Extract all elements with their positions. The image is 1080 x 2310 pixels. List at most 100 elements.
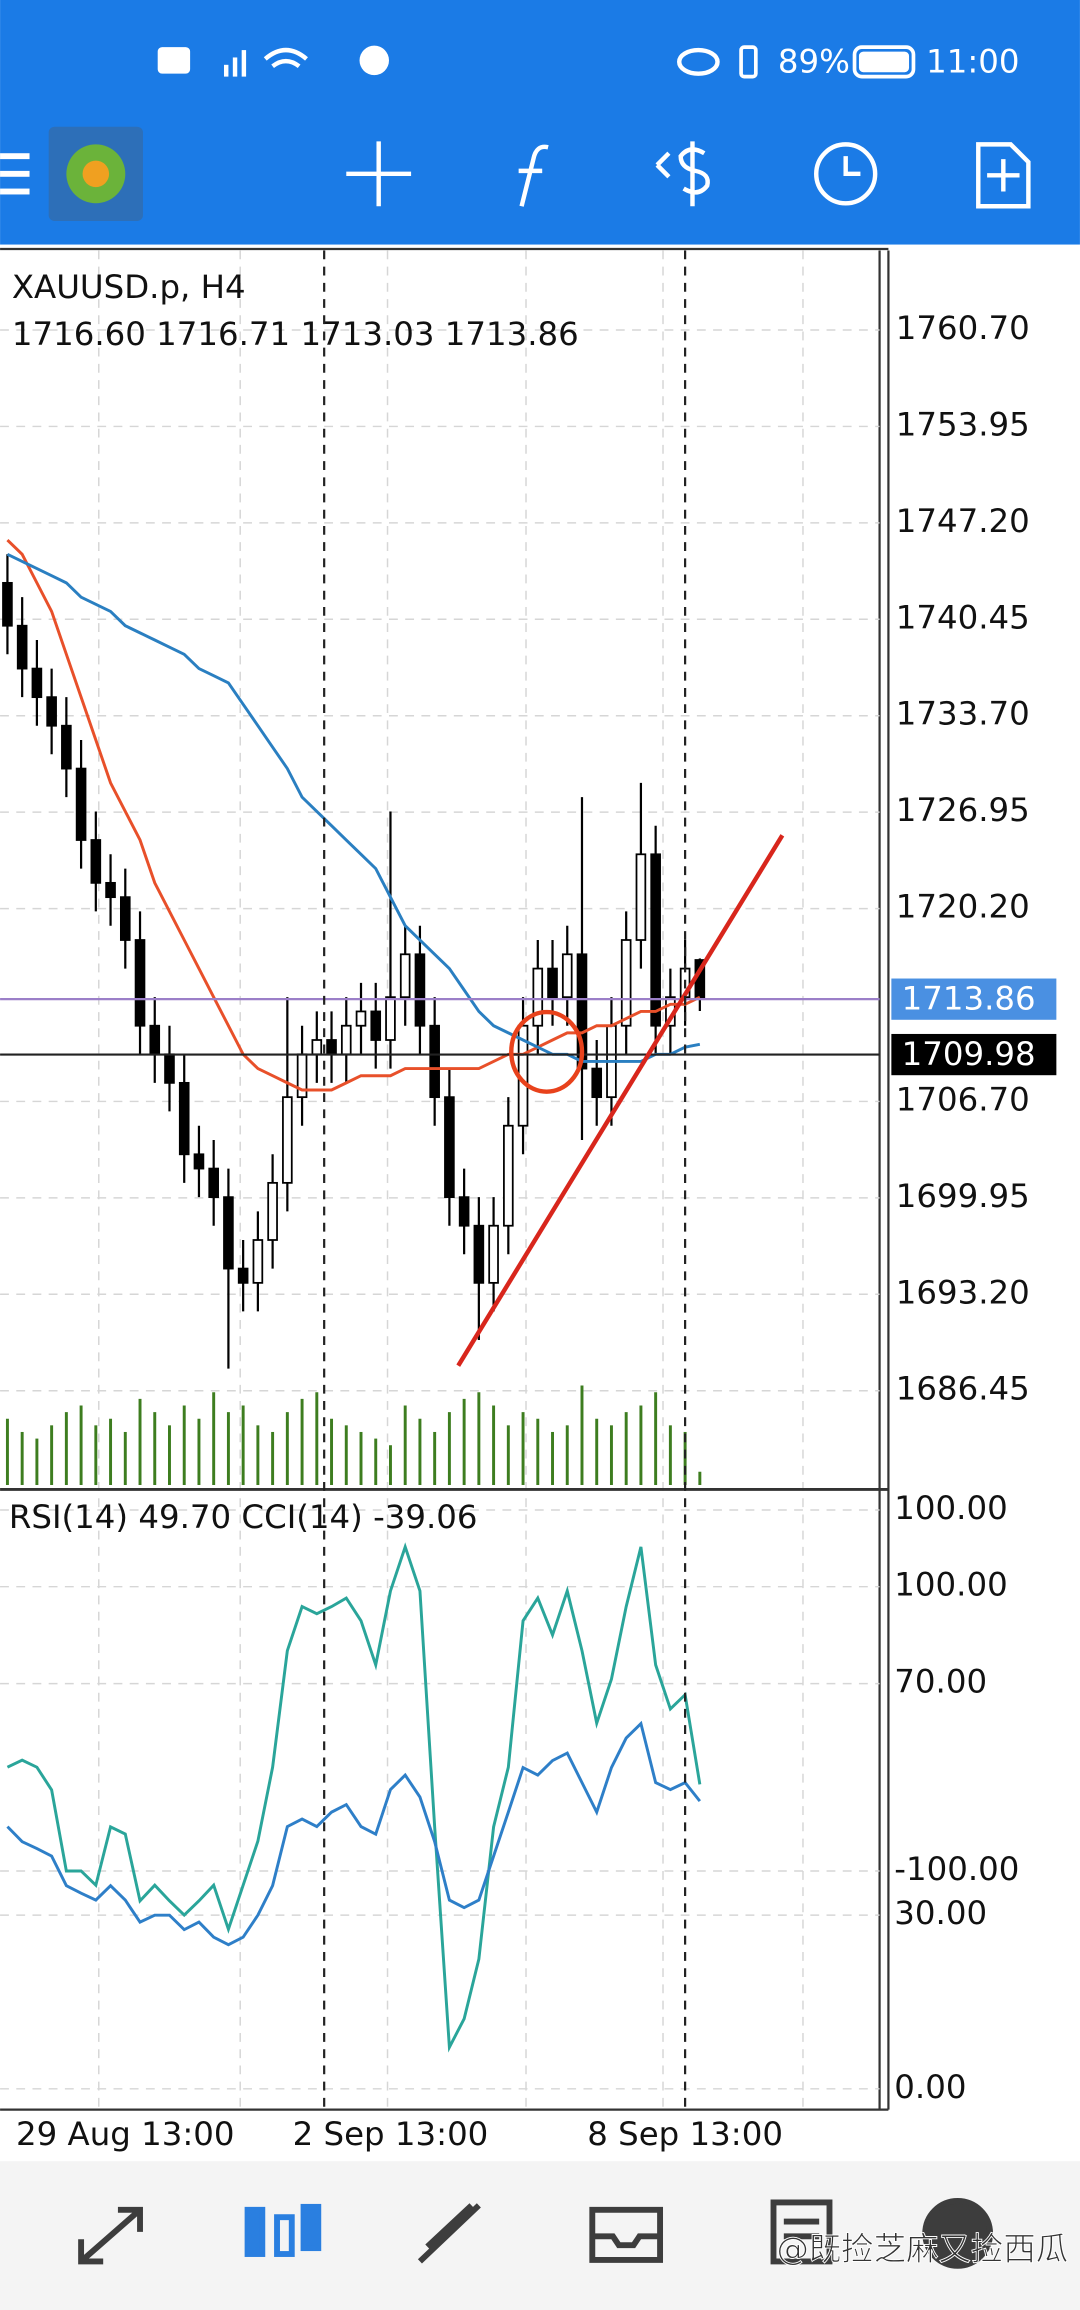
candle-body <box>16 624 28 670</box>
candle-body <box>46 696 57 727</box>
y-tick-label: 1699.95 <box>896 1177 1030 1215</box>
wifi <box>263 47 308 69</box>
indicators-button[interactable] <box>518 144 549 207</box>
y-tick-label: 1733.70 <box>896 695 1030 733</box>
menu-bar <box>0 188 30 195</box>
news-tab[interactable] <box>770 2199 833 2265</box>
battery <box>852 45 916 79</box>
candle-body <box>635 853 647 941</box>
vibrate-icon <box>739 45 758 79</box>
y-tick-label: 1693.20 <box>896 1273 1030 1311</box>
candle-body <box>650 853 661 1027</box>
y-tick-label: 1706.70 <box>896 1080 1030 1118</box>
x-tick-label: 29 Aug 13:00 <box>16 2115 235 2153</box>
indicator-line <box>6 1720 701 1947</box>
app-logo[interactable] <box>48 126 143 221</box>
candle-body <box>208 1167 219 1199</box>
price-label: 1709.98 <box>902 1035 1036 1073</box>
moving-average <box>6 538 701 1092</box>
candle-body <box>252 1239 264 1284</box>
moving-average <box>6 552 701 1063</box>
x-tick-label: 2 Sep 13:00 <box>293 2115 489 2153</box>
chart-bg <box>0 246 1080 2162</box>
y-tick-label: 1686.45 <box>896 1370 1030 1408</box>
candle-body <box>547 967 558 999</box>
candle-body <box>311 1039 323 1056</box>
y-tick-label: 1747.20 <box>896 502 1030 540</box>
trade-tab[interactable] <box>417 2203 481 2264</box>
clock-face <box>814 142 878 206</box>
chart-tab[interactable] <box>244 2203 322 2257</box>
period-button[interactable] <box>814 142 878 206</box>
candle-body <box>532 967 544 1027</box>
battery-level <box>858 51 910 73</box>
y-tick-label: 30.00 <box>894 1894 987 1932</box>
hd-icon <box>157 47 191 74</box>
eye-icon <box>677 47 720 76</box>
candle-body <box>385 996 396 1041</box>
candle-body <box>119 896 131 941</box>
y-tick-label: 1753.95 <box>896 405 1030 443</box>
candle-body <box>31 667 43 699</box>
candle-body <box>620 939 632 1027</box>
y-tick-label: 1720.20 <box>896 888 1030 926</box>
x-tick-label: 8 Sep 13:00 <box>587 2115 783 2153</box>
candle-body <box>444 1096 455 1199</box>
settings-tab[interactable] <box>922 2198 994 2269</box>
candle-body <box>340 1024 352 1056</box>
candle-body <box>326 1039 337 1056</box>
chart-area: 1760.70 1753.95 1747.20 1740.45 1733.70 1726.… <box>0 246 1080 2162</box>
trendline <box>456 834 785 1367</box>
y-tick-label: 70.00 <box>894 1663 987 1701</box>
history-tab[interactable] <box>589 2206 664 2263</box>
tab-candle <box>300 2203 322 2252</box>
menu-button[interactable] <box>0 153 30 195</box>
y-tick-label: 1726.95 <box>896 791 1030 829</box>
y-tick-label: 1740.45 <box>896 598 1030 636</box>
y-tick-label: -100.00 <box>894 1850 1019 1888</box>
candle-body <box>576 953 588 1070</box>
candle-body <box>355 1010 367 1027</box>
candle-body <box>399 953 411 999</box>
candle-body <box>414 953 426 1027</box>
price-box <box>891 978 1057 1020</box>
candle-body <box>370 1010 382 1041</box>
candle-body <box>503 1124 514 1227</box>
app-bar <box>0 0 1080 245</box>
candle-body <box>164 1053 175 1084</box>
candle-body <box>90 839 102 884</box>
menu-bar <box>0 170 30 177</box>
candle-body <box>473 1224 485 1284</box>
signal <box>232 57 238 77</box>
candle-body <box>134 939 146 1027</box>
clock: 11:00 <box>926 42 1019 80</box>
y-tick-label: 100.00 <box>894 1566 1007 1604</box>
new-doc-button[interactable] <box>976 142 1031 209</box>
candle-body <box>178 1081 190 1156</box>
crosshair-button[interactable] <box>346 141 412 207</box>
candle-body <box>488 1224 499 1284</box>
candle-body <box>458 1196 470 1227</box>
highlight-circle <box>509 1009 585 1094</box>
ohlc-text: 1716.60 1716.71 1713.03 1713.86 <box>12 315 579 353</box>
candle-body <box>105 881 116 899</box>
indicator-line <box>6 1542 702 2053</box>
tab-candle <box>244 2206 266 2257</box>
candle-body <box>2 581 13 627</box>
candle-body <box>223 1196 234 1270</box>
candle-body <box>193 1153 205 1170</box>
symbol-title: XAUUSD.p, H4 <box>12 268 246 306</box>
trade-button[interactable] <box>655 141 710 207</box>
candle-body <box>429 1024 440 1099</box>
indicator-title: RSI(14) 49.70 CCI(14) -39.06 <box>9 1498 478 1536</box>
quotes-tab[interactable] <box>78 2206 143 2265</box>
chat-icon <box>359 45 389 76</box>
status-icons <box>157 45 916 79</box>
battery-text: 89% <box>778 42 850 80</box>
candle-body <box>282 1096 293 1184</box>
logo-center <box>82 160 110 188</box>
y-tick-label: 1760.70 <box>896 309 1030 347</box>
candle-body <box>75 767 87 841</box>
candle-body <box>149 1024 161 1056</box>
